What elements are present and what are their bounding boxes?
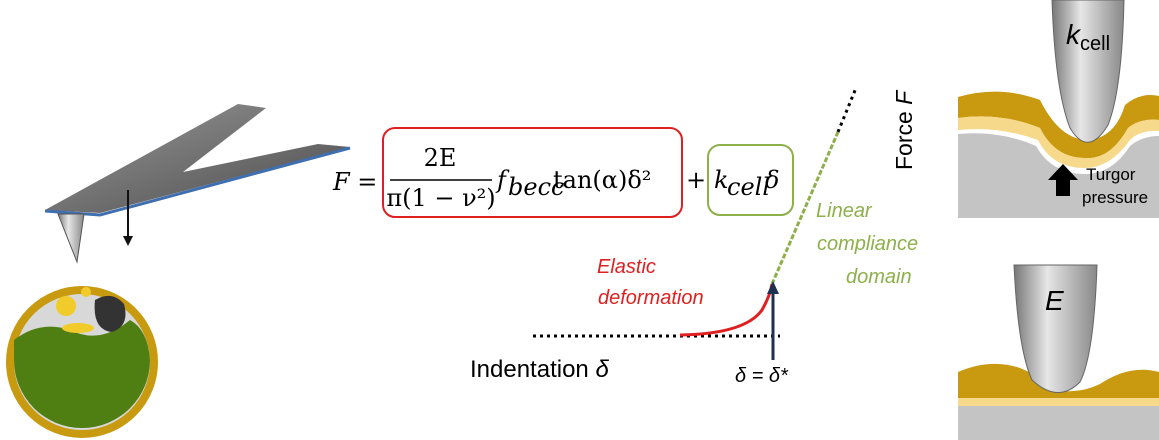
cantilever [45, 104, 350, 213]
y-label-symbol: F [891, 89, 917, 105]
cantilever-edge [44, 146, 351, 217]
cell-cytoplasm [14, 320, 150, 428]
top-wall [958, 91, 1159, 159]
linear-label: domain [846, 266, 912, 288]
turgor-label: pressure [1082, 188, 1148, 207]
formula-lhs: F = [332, 168, 377, 196]
turgor-label: Turgor [1086, 165, 1136, 184]
threshold-label: δ = δ* [735, 365, 789, 387]
numerator: 2E [424, 144, 457, 172]
elastic-box [382, 127, 683, 218]
bottom-membrane [958, 398, 1159, 406]
top-label: kcell [1066, 19, 1110, 55]
linear-label: compliance [817, 233, 918, 255]
k-symbol: k [714, 166, 729, 194]
x-label-text: Indentation [470, 356, 589, 383]
top-membrane [958, 116, 1159, 168]
threshold-arrow-head [767, 281, 779, 294]
extension-line [836, 87, 858, 133]
linear-box [707, 144, 794, 216]
formula-rest: tan(α)δ² [553, 166, 651, 194]
x-label-symbol: δ [595, 356, 609, 383]
y-label-text: Force [891, 111, 917, 170]
x-axis-label: Indentation δ [470, 356, 609, 383]
f-subscript: becc [508, 173, 564, 201]
top-indenter [1051, 0, 1125, 143]
linear-label: Linear [816, 200, 873, 222]
denominator: π(1 − ν²) [386, 184, 495, 212]
top-k: k [1066, 19, 1082, 50]
turgor-arrow [1048, 164, 1078, 196]
bottom-substrate [958, 406, 1159, 440]
bottom-wall [958, 363, 1159, 402]
vacuole [56, 296, 76, 316]
arrow-head [123, 236, 133, 246]
vacuole [62, 323, 94, 333]
top-k-sub: cell [1080, 33, 1110, 55]
k-subscript: cell [727, 173, 770, 201]
plus: + [686, 166, 706, 194]
y-axis-label: Force F [891, 89, 917, 170]
elastic-label: Elastic [597, 256, 656, 278]
bottom-label: E [1045, 285, 1064, 316]
elastic-label: deformation [598, 287, 704, 309]
nucleus [94, 295, 126, 332]
afm-tip [57, 213, 85, 264]
vacuole [81, 287, 91, 297]
delta: δ [765, 166, 779, 194]
bottom-indenter [1013, 264, 1098, 393]
